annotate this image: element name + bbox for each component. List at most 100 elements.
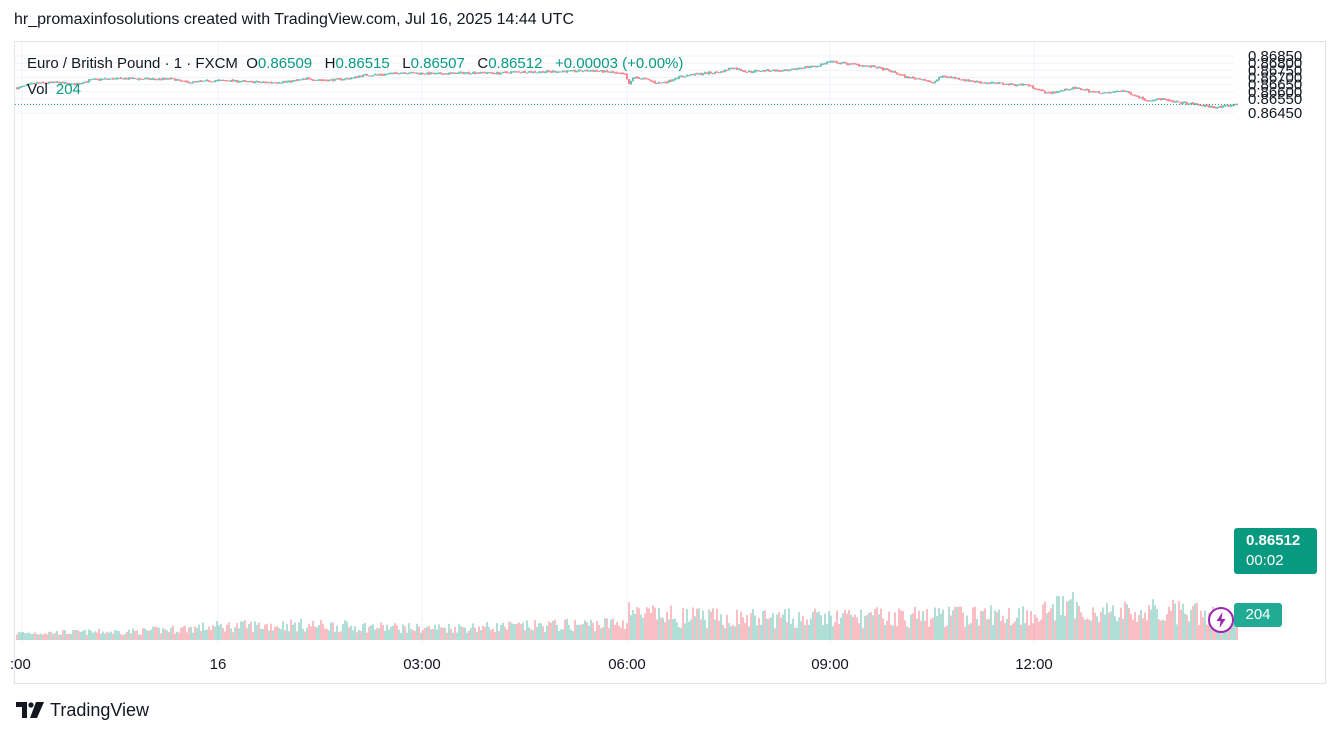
lightning-icon[interactable]: [1207, 606, 1235, 634]
volume-bar: [1178, 600, 1180, 640]
candle-body: [360, 76, 362, 78]
candle-body: [1040, 89, 1042, 91]
candle-body: [1168, 99, 1170, 101]
tradingview-branding[interactable]: TradingView: [16, 698, 149, 722]
volume-bar: [1136, 621, 1138, 640]
volume-bar: [820, 615, 822, 640]
volume-bar: [666, 611, 668, 640]
volume-bar: [914, 606, 916, 640]
candle-body: [770, 70, 772, 72]
candle-body: [50, 82, 52, 84]
volume-bar: [606, 618, 608, 640]
volume-bar: [644, 613, 646, 640]
volume-bar: [1000, 620, 1002, 640]
candle-body: [1190, 102, 1192, 104]
volume-bar: [718, 620, 720, 640]
volume-bar: [970, 623, 972, 640]
candle-body: [1070, 88, 1072, 90]
volume-bar: [878, 614, 880, 640]
volume-bar: [1104, 614, 1106, 640]
candle-body: [210, 81, 212, 83]
volume-bar: [1160, 620, 1162, 640]
candle-body: [402, 72, 404, 74]
candle-body: [20, 86, 22, 88]
volume-bar: [896, 626, 898, 640]
candle-body: [710, 72, 712, 74]
volume-bar: [754, 615, 756, 640]
volume-bar: [882, 618, 884, 640]
candle-body: [662, 82, 664, 84]
candle-body: [1084, 89, 1086, 91]
candle-body: [118, 77, 120, 79]
volume-bar: [418, 626, 420, 640]
volume-bar: [214, 626, 216, 640]
volume-bar: [1110, 611, 1112, 640]
volume-bar: [1064, 615, 1066, 640]
candle-body: [1228, 105, 1230, 107]
candle-body: [304, 78, 306, 80]
volume-bar: [728, 623, 730, 640]
volume-bar: [566, 618, 568, 640]
candle-body: [960, 79, 962, 81]
candle-body: [948, 76, 950, 78]
volume-bar: [472, 623, 474, 640]
candle-body: [458, 72, 460, 74]
candle-body: [338, 78, 340, 80]
candle-body: [870, 65, 872, 68]
candle-body: [1064, 89, 1066, 91]
open-label: O: [246, 55, 258, 72]
volume-bar: [738, 624, 740, 640]
candle-body: [26, 84, 28, 86]
volume-bar: [1156, 609, 1158, 640]
candle-body: [576, 71, 578, 73]
volume-bar: [630, 615, 632, 640]
candle-body: [692, 74, 694, 76]
candle-body: [386, 74, 388, 76]
candle-body: [238, 81, 240, 83]
volume-bar: [858, 623, 860, 640]
candle-body: [160, 78, 162, 80]
volume-bar: [464, 627, 466, 640]
candle-body: [1204, 105, 1206, 107]
candle-body: [1028, 84, 1030, 86]
volume-bar: [112, 633, 114, 640]
y-tick-label: 0.86450: [1248, 105, 1302, 122]
volume-bar: [554, 619, 556, 640]
volume-label[interactable]: Vol: [27, 81, 48, 98]
candle-body: [642, 78, 644, 80]
volume-bar: [528, 627, 530, 640]
volume-bar: [38, 634, 40, 640]
candle-body: [650, 79, 652, 82]
candle-body: [252, 81, 254, 83]
candle-body: [162, 78, 164, 80]
candle-body: [44, 82, 46, 84]
volume-bar: [404, 626, 406, 640]
candle-body: [694, 73, 696, 76]
candle-body: [880, 67, 882, 69]
volume-bar: [480, 630, 482, 640]
volume-bar: [372, 624, 374, 640]
volume-bar: [68, 633, 70, 640]
volume-bar: [390, 626, 392, 640]
candle-body: [644, 78, 646, 80]
volume-bar: [646, 607, 648, 640]
candle-body: [506, 71, 508, 73]
candle-body: [62, 82, 64, 84]
candle-body: [524, 71, 526, 73]
candle-body: [234, 80, 236, 82]
volume-bar: [228, 622, 230, 640]
volume-bar: [712, 608, 714, 640]
volume-bar: [106, 631, 108, 640]
candle-body: [94, 78, 96, 80]
chart-frame[interactable]: [14, 41, 1326, 684]
candle-body: [1010, 83, 1012, 85]
symbol-title[interactable]: Euro / British Pound · 1 · FXCM: [27, 55, 238, 72]
volume-bar: [458, 624, 460, 640]
volume-bar: [152, 626, 154, 640]
volume-bar: [274, 627, 276, 640]
volume-bar: [1112, 605, 1114, 640]
candle-body: [262, 81, 264, 83]
candle-body: [750, 71, 752, 73]
candle-body: [1096, 91, 1098, 93]
